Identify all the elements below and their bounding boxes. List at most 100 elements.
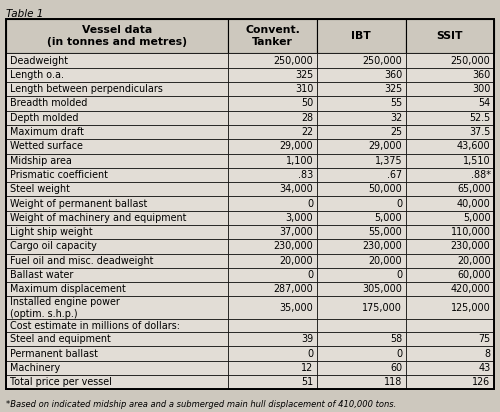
Bar bbox=[6, 268, 228, 282]
Bar bbox=[6, 225, 228, 239]
Bar bbox=[228, 332, 317, 346]
Text: Prismatic coefficient: Prismatic coefficient bbox=[10, 170, 108, 180]
Bar bbox=[228, 68, 317, 82]
Bar bbox=[406, 139, 494, 154]
Text: 55: 55 bbox=[390, 98, 402, 108]
Text: 54: 54 bbox=[478, 98, 490, 108]
Text: Ballast water: Ballast water bbox=[10, 270, 74, 280]
Bar bbox=[6, 19, 494, 389]
Bar bbox=[6, 319, 228, 332]
Text: 3,000: 3,000 bbox=[286, 213, 314, 223]
Bar bbox=[406, 239, 494, 253]
Bar bbox=[6, 211, 228, 225]
Text: 125,000: 125,000 bbox=[451, 303, 490, 313]
Text: 110,000: 110,000 bbox=[450, 227, 490, 237]
Bar bbox=[406, 225, 494, 239]
Text: 5,000: 5,000 bbox=[463, 213, 490, 223]
Text: 1,510: 1,510 bbox=[463, 156, 490, 166]
Text: 305,000: 305,000 bbox=[362, 284, 402, 294]
Bar bbox=[406, 375, 494, 389]
Bar bbox=[6, 182, 228, 197]
Bar bbox=[6, 82, 228, 96]
Text: 52.5: 52.5 bbox=[469, 113, 490, 123]
Text: Light ship weight: Light ship weight bbox=[10, 227, 92, 237]
Text: 230,000: 230,000 bbox=[451, 241, 490, 251]
Text: Steel and equipment: Steel and equipment bbox=[10, 334, 111, 344]
Text: 420,000: 420,000 bbox=[451, 284, 490, 294]
Text: 60,000: 60,000 bbox=[457, 270, 490, 280]
Bar bbox=[317, 375, 406, 389]
Bar bbox=[228, 253, 317, 268]
Text: 28: 28 bbox=[301, 113, 314, 123]
Text: 230,000: 230,000 bbox=[274, 241, 314, 251]
Bar bbox=[406, 297, 494, 319]
Text: 29,000: 29,000 bbox=[280, 141, 314, 151]
Text: 310: 310 bbox=[295, 84, 314, 94]
Text: Table 1: Table 1 bbox=[6, 9, 44, 19]
Bar bbox=[406, 282, 494, 297]
Text: Depth molded: Depth molded bbox=[10, 113, 78, 123]
Bar bbox=[228, 111, 317, 125]
Text: 0: 0 bbox=[396, 199, 402, 208]
Bar bbox=[317, 96, 406, 111]
Text: 25: 25 bbox=[390, 127, 402, 137]
Bar bbox=[317, 319, 406, 332]
Text: *Based on indicated midship area and a submerged main hull displacement of 410,0: *Based on indicated midship area and a s… bbox=[6, 400, 396, 409]
Bar bbox=[406, 168, 494, 182]
Bar bbox=[6, 111, 228, 125]
Bar bbox=[228, 96, 317, 111]
Text: 50: 50 bbox=[301, 98, 314, 108]
Bar bbox=[317, 168, 406, 182]
Text: 40,000: 40,000 bbox=[457, 199, 490, 208]
Bar bbox=[228, 182, 317, 197]
Text: .88*: .88* bbox=[470, 170, 490, 180]
Bar bbox=[317, 68, 406, 82]
Bar bbox=[317, 332, 406, 346]
Bar bbox=[228, 154, 317, 168]
Bar bbox=[228, 375, 317, 389]
Text: 1,375: 1,375 bbox=[374, 156, 402, 166]
Text: IBT: IBT bbox=[352, 31, 371, 41]
Text: Maximum draft: Maximum draft bbox=[10, 127, 84, 137]
Text: 12: 12 bbox=[301, 363, 314, 373]
Bar bbox=[6, 154, 228, 168]
Bar bbox=[228, 361, 317, 375]
Bar bbox=[406, 197, 494, 211]
Bar bbox=[228, 282, 317, 297]
Bar bbox=[317, 197, 406, 211]
Text: Fuel oil and misc. deadweight: Fuel oil and misc. deadweight bbox=[10, 256, 154, 266]
Bar bbox=[406, 111, 494, 125]
Text: 65,000: 65,000 bbox=[457, 184, 490, 194]
Bar bbox=[317, 111, 406, 125]
Text: Breadth molded: Breadth molded bbox=[10, 98, 88, 108]
Bar bbox=[228, 82, 317, 96]
Bar bbox=[317, 82, 406, 96]
Text: Installed engine power
(optim. s.h.p.): Installed engine power (optim. s.h.p.) bbox=[10, 297, 120, 319]
Bar bbox=[6, 125, 228, 139]
Text: 325: 325 bbox=[384, 84, 402, 94]
Bar bbox=[228, 125, 317, 139]
Bar bbox=[6, 297, 228, 319]
Bar bbox=[317, 282, 406, 297]
Bar bbox=[406, 332, 494, 346]
Text: 250,000: 250,000 bbox=[362, 56, 402, 66]
Text: 126: 126 bbox=[472, 377, 490, 387]
Bar bbox=[6, 332, 228, 346]
Bar bbox=[406, 125, 494, 139]
Text: 0: 0 bbox=[396, 270, 402, 280]
Bar bbox=[228, 197, 317, 211]
Text: 0: 0 bbox=[307, 199, 314, 208]
Text: Convent.
Tanker: Convent. Tanker bbox=[245, 25, 300, 47]
Text: Weight of permanent ballast: Weight of permanent ballast bbox=[10, 199, 147, 208]
Bar bbox=[317, 361, 406, 375]
Bar bbox=[6, 253, 228, 268]
Bar bbox=[228, 268, 317, 282]
Text: 39: 39 bbox=[301, 334, 314, 344]
Bar bbox=[317, 211, 406, 225]
Text: 300: 300 bbox=[472, 84, 490, 94]
Bar bbox=[6, 54, 228, 68]
Text: 37,000: 37,000 bbox=[280, 227, 314, 237]
Text: 20,000: 20,000 bbox=[368, 256, 402, 266]
Text: Weight of machinery and equipment: Weight of machinery and equipment bbox=[10, 213, 186, 223]
Bar bbox=[6, 197, 228, 211]
